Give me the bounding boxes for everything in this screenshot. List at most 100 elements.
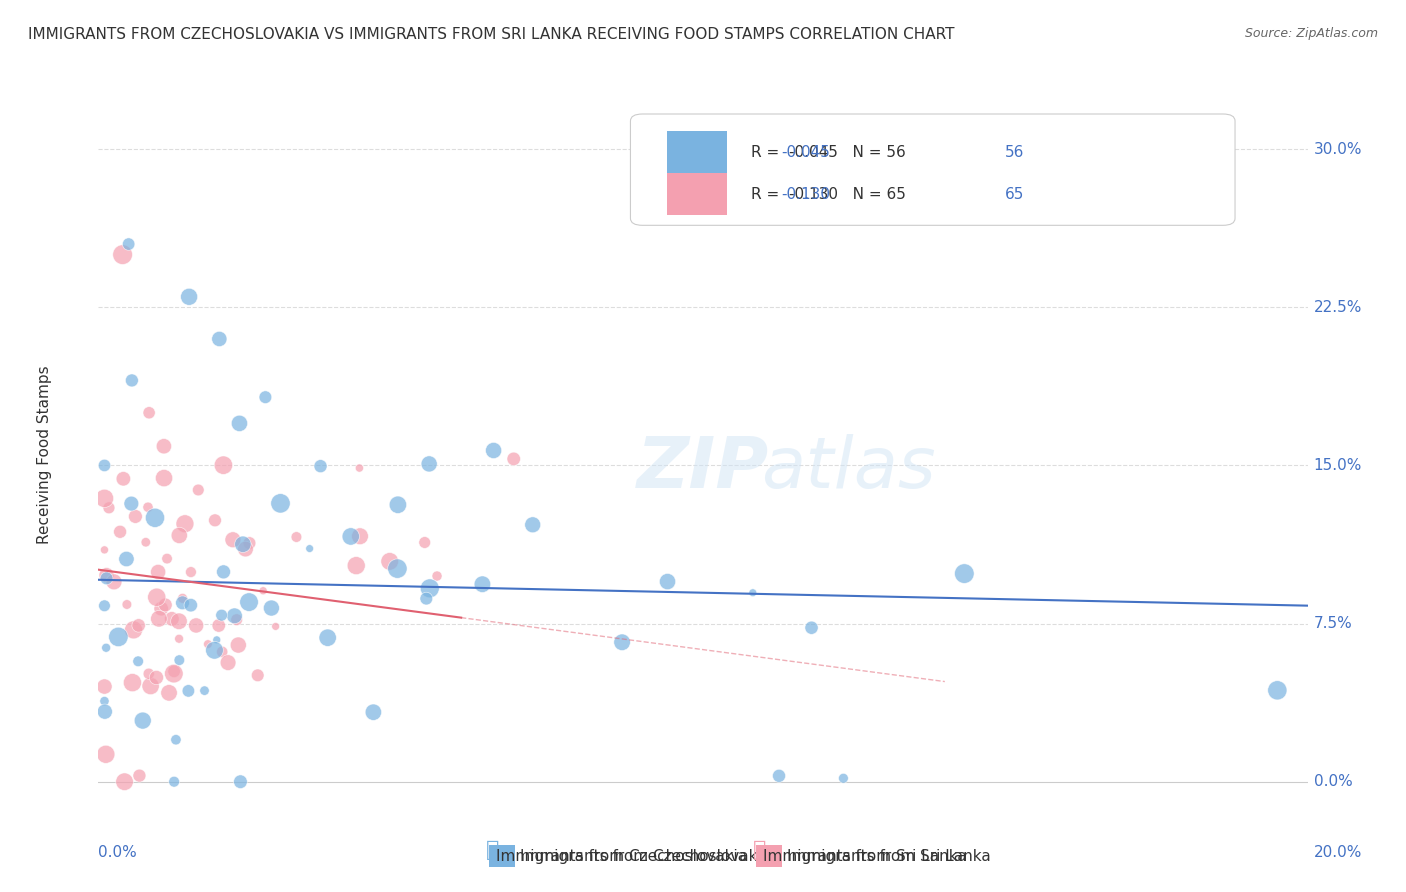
FancyBboxPatch shape	[666, 131, 727, 173]
Point	[180, 598, 202, 612]
Point	[832, 771, 855, 785]
Point	[121, 373, 143, 387]
Point	[657, 574, 679, 589]
Point	[145, 671, 167, 685]
Text: R =  -0.130   N = 65: R = -0.130 N = 65	[751, 186, 907, 202]
Point	[177, 684, 200, 698]
Text: ⬜: ⬜	[752, 840, 766, 860]
Point	[502, 451, 524, 466]
Text: R =  -0.045   N = 56: R = -0.045 N = 56	[751, 145, 905, 160]
Point	[316, 631, 339, 645]
Point	[153, 439, 176, 453]
Point	[339, 529, 361, 543]
Text: 20.0%: 20.0%	[1313, 845, 1362, 860]
Text: Receiving Food Stamps: Receiving Food Stamps	[37, 366, 52, 544]
Point	[163, 666, 186, 681]
Point	[127, 654, 149, 668]
Point	[148, 612, 170, 626]
Point	[349, 461, 371, 475]
Point	[741, 585, 763, 599]
Point	[143, 510, 166, 524]
Text: 0.0%: 0.0%	[98, 845, 138, 860]
Point	[163, 665, 186, 679]
Point	[800, 621, 823, 635]
Point	[1267, 683, 1289, 698]
Point	[169, 528, 191, 542]
Point	[118, 237, 141, 252]
Point	[120, 497, 142, 511]
Text: ⬜: ⬜	[485, 840, 499, 860]
Point	[163, 774, 186, 789]
Text: 0.0%: 0.0%	[1313, 774, 1353, 789]
Point	[378, 554, 401, 568]
Point	[193, 683, 215, 698]
Point	[413, 535, 436, 549]
Point	[426, 569, 449, 583]
Point	[205, 632, 228, 647]
Point	[224, 608, 246, 623]
Point	[285, 530, 308, 544]
Point	[107, 630, 129, 644]
Text: 22.5%: 22.5%	[1313, 300, 1362, 315]
Point	[139, 679, 162, 693]
Text: Source: ZipAtlas.com: Source: ZipAtlas.com	[1244, 27, 1378, 40]
Point	[128, 769, 150, 783]
Point	[522, 517, 544, 532]
Point	[174, 516, 197, 531]
Point	[155, 598, 177, 612]
Text: Immigrants from Sri Lanka: Immigrants from Sri Lanka	[763, 849, 967, 863]
Text: 15.0%: 15.0%	[1313, 458, 1362, 473]
Point	[229, 774, 252, 789]
Point	[419, 582, 441, 596]
Point	[269, 496, 291, 510]
Point	[122, 623, 145, 637]
Point	[482, 443, 505, 458]
Point	[225, 613, 247, 627]
Text: atlas: atlas	[761, 434, 935, 503]
Point	[167, 614, 190, 628]
Point	[204, 513, 226, 527]
Text: Immigrants from Czechoslovakia: Immigrants from Czechoslovakia	[496, 849, 748, 863]
Point	[115, 598, 138, 612]
Point	[186, 618, 208, 632]
Point	[132, 714, 155, 728]
Point	[138, 666, 160, 681]
Text: IMMIGRANTS FROM CZECHOSLOVAKIA VS IMMIGRANTS FROM SRI LANKA RECEIVING FOOD STAMP: IMMIGRANTS FROM CZECHOSLOVAKIA VS IMMIGR…	[28, 27, 955, 42]
Point	[211, 645, 233, 659]
Point	[94, 640, 117, 655]
Point	[96, 568, 118, 582]
Text: Immigrants from Sri Lanka: Immigrants from Sri Lanka	[787, 849, 991, 863]
Point	[93, 542, 115, 557]
Point	[238, 536, 260, 550]
Point	[160, 612, 183, 626]
Point	[187, 483, 209, 497]
Text: Immigrants from Czechoslovakia: Immigrants from Czechoslovakia	[520, 849, 772, 863]
Point	[93, 458, 115, 473]
Point	[93, 694, 115, 708]
Point	[387, 498, 409, 512]
Text: 7.5%: 7.5%	[1313, 616, 1353, 631]
Point	[121, 675, 143, 690]
Point	[138, 406, 160, 420]
Point	[114, 774, 136, 789]
Point	[349, 529, 371, 543]
Point	[211, 608, 233, 623]
Point	[153, 471, 176, 485]
Point	[135, 535, 157, 549]
Point	[344, 558, 367, 573]
Point	[208, 618, 231, 632]
Point	[93, 491, 115, 506]
Point	[172, 591, 194, 606]
Point	[197, 637, 219, 651]
Point	[298, 541, 321, 556]
Point	[238, 595, 260, 609]
Point	[108, 524, 131, 539]
Text: 56: 56	[1005, 145, 1025, 160]
Point	[415, 591, 437, 606]
Point	[96, 571, 118, 585]
Point	[212, 565, 235, 579]
Point	[97, 500, 120, 515]
Point	[254, 390, 277, 404]
Point	[768, 769, 790, 783]
Point	[112, 472, 135, 486]
